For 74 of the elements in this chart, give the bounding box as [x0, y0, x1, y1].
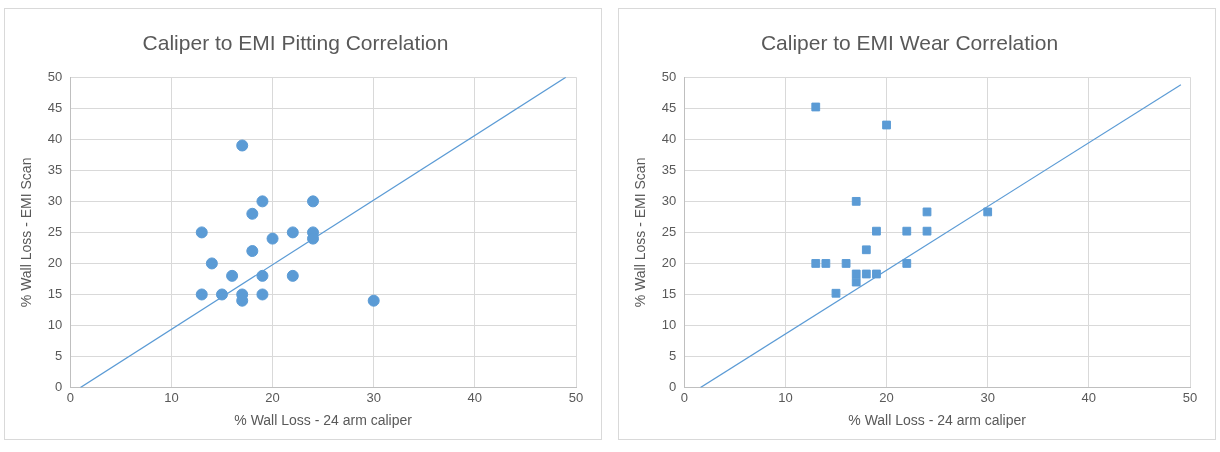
point — [286, 269, 299, 282]
point — [226, 269, 239, 282]
point — [882, 120, 891, 130]
point — [861, 269, 871, 279]
y-tick-label: 25 — [47, 223, 63, 239]
y-tick-label: 20 — [47, 255, 63, 271]
point — [246, 245, 259, 258]
point — [922, 226, 932, 236]
y-tick-label: 35 — [661, 161, 677, 177]
point — [236, 139, 249, 152]
y-tick-label: 25 — [661, 223, 677, 239]
y-tick-label: 20 — [661, 255, 677, 271]
x-tick-label: 20 — [265, 389, 280, 405]
y-axis-title: % Wall Loss - EMI Scan — [18, 157, 35, 308]
chart-title: Caliper to EMI Wear Correlation — [760, 31, 1059, 55]
chart-title: Caliper to EMI Pitting Correlation — [142, 31, 449, 55]
point — [205, 257, 218, 270]
x-tick-label: 50 — [568, 389, 584, 405]
point — [256, 269, 269, 282]
y-tick-label: 30 — [47, 192, 63, 208]
point — [195, 226, 208, 239]
point — [811, 259, 821, 268]
x-tick-label: 0 — [680, 389, 688, 405]
y-tick-label: 10 — [47, 317, 63, 333]
point — [811, 102, 821, 112]
y-tick-label: 35 — [47, 161, 63, 177]
x-tick-label: 0 — [66, 389, 74, 405]
y-tick-label: 45 — [661, 99, 677, 115]
point — [861, 245, 871, 255]
y-tick-label: 50 — [47, 68, 63, 84]
point — [266, 232, 279, 245]
x-tick-label: 10 — [164, 389, 179, 405]
point — [851, 277, 861, 287]
point — [215, 288, 228, 301]
point — [902, 259, 912, 268]
x-tick-label: 10 — [778, 389, 793, 405]
point — [983, 207, 993, 217]
x-tick-label: 40 — [1081, 389, 1097, 405]
point — [286, 226, 299, 239]
point — [821, 259, 831, 268]
x-tick-label: 40 — [467, 389, 483, 405]
y-tick-label: 0 — [55, 379, 63, 395]
y-tick-label: 40 — [661, 130, 677, 146]
x-tick-label: 50 — [1182, 389, 1198, 405]
point — [902, 226, 912, 236]
x-axis-title: % Wall Loss - 24 arm caliper — [848, 412, 1027, 429]
x-tick-label: 30 — [980, 389, 995, 405]
point — [256, 195, 269, 208]
x-tick-label: 20 — [879, 389, 894, 405]
y-tick-label: 15 — [47, 286, 63, 302]
x-tick-label: 30 — [366, 389, 381, 405]
y-tick-label: 40 — [47, 130, 63, 146]
point — [851, 196, 861, 206]
point — [872, 269, 881, 279]
point — [367, 294, 380, 307]
y-tick-label: 15 — [661, 286, 677, 302]
y-tick-label: 0 — [669, 379, 677, 395]
y-tick-label: 5 — [55, 348, 63, 364]
y-tick-label: 5 — [669, 348, 677, 364]
y-tick-label: 45 — [47, 99, 63, 115]
y-axis-title: % Wall Loss - EMI Scan — [632, 157, 649, 308]
point — [841, 259, 851, 268]
point — [307, 195, 320, 208]
point — [922, 207, 932, 217]
point — [872, 226, 881, 236]
y-tick-label: 30 — [661, 192, 677, 208]
point — [195, 288, 208, 301]
point — [831, 288, 841, 298]
y-tick-label: 10 — [661, 317, 677, 333]
point — [851, 269, 861, 279]
x-axis-title: % Wall Loss - 24 arm caliper — [234, 412, 413, 429]
y-tick-label: 50 — [661, 68, 677, 84]
point — [246, 207, 259, 220]
point — [256, 288, 269, 301]
